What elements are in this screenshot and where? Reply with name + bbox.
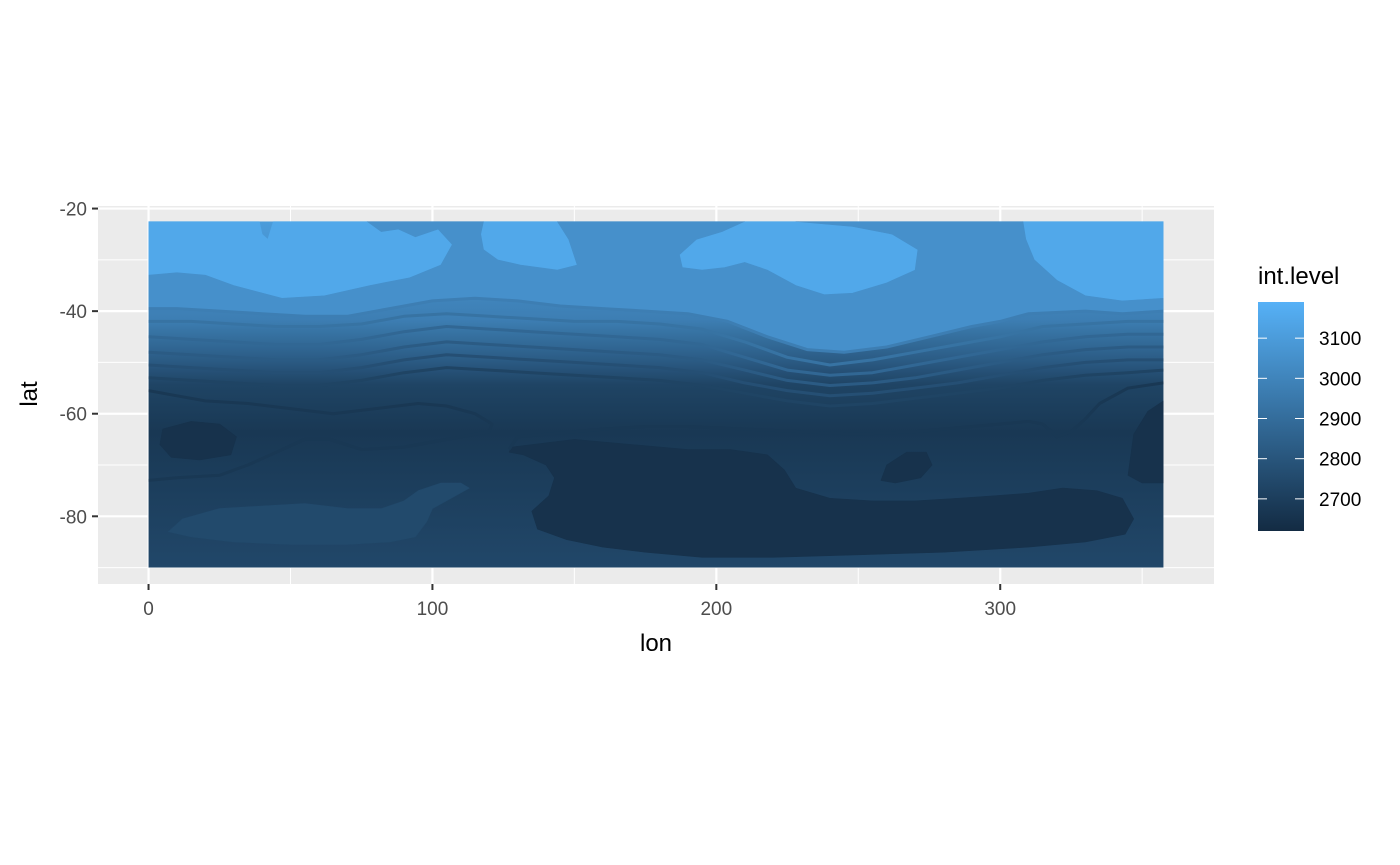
x-tick-label: 300 — [984, 599, 1016, 620]
contour-line — [148, 353, 1164, 398]
contour-line — [148, 366, 1164, 408]
contour-line — [148, 312, 1164, 367]
x-tick-label: 0 — [143, 599, 154, 620]
contour-band — [508, 439, 1134, 558]
contour-line — [148, 296, 1164, 354]
contour-line — [507, 381, 1164, 451]
legend-colorbar — [1258, 302, 1304, 531]
y-tick-label: -40 — [60, 302, 87, 323]
contour-band — [1127, 400, 1164, 484]
legend-ticks: 2700 2800 2900 3000 3100 — [1258, 329, 1361, 511]
legend-tick-label: 3100 — [1319, 329, 1361, 350]
contour-band — [159, 421, 237, 461]
y-tick-label: -20 — [60, 200, 87, 221]
contour-line — [148, 325, 1164, 377]
contour-band — [880, 451, 933, 484]
legend-title: int.level — [1258, 263, 1339, 290]
contour-fill — [148, 221, 1164, 568]
contour-line — [148, 389, 494, 482]
x-axis-title: lon — [640, 630, 672, 657]
contour-band — [168, 482, 470, 545]
x-axis: 0 100 200 300 — [143, 584, 1016, 620]
x-tick-label: 100 — [417, 599, 449, 620]
y-tick-label: -60 — [60, 405, 87, 426]
legend-tick-label: 2700 — [1319, 490, 1361, 511]
y-tick-label: -80 — [60, 507, 87, 528]
legend-tick-label: 2900 — [1319, 410, 1361, 431]
contour-line — [148, 340, 1164, 387]
y-axis: -20 -40 -60 -80 — [60, 200, 98, 528]
x-tick-label: 200 — [700, 599, 732, 620]
y-axis-title: lat — [16, 381, 43, 407]
legend-tick-label: 3000 — [1319, 369, 1361, 390]
legend-tick-label: 2800 — [1319, 450, 1361, 471]
legend: int.level 2700 2800 2900 3000 3100 — [1258, 263, 1361, 531]
